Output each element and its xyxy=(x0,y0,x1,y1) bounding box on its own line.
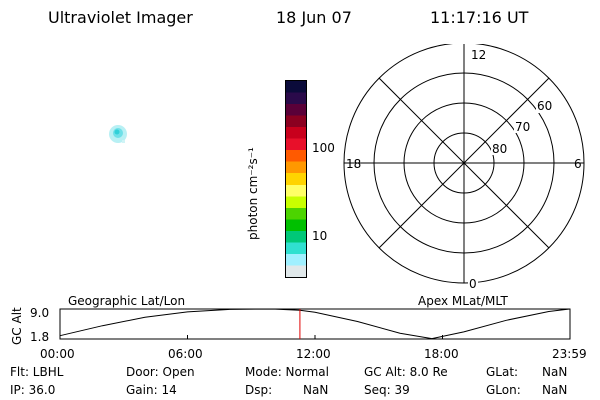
colorbar-label: photon cm⁻²s⁻¹ xyxy=(246,147,260,240)
info-dsp-value: NaN xyxy=(303,383,329,397)
timeline-xtick-2359: 23:59 xyxy=(552,347,587,361)
timeline-ytick-top: 9.0 xyxy=(30,306,50,320)
date-label: 18 Jun 07 xyxy=(276,8,352,27)
info-mode: Mode: Normal xyxy=(245,365,329,379)
timeline-xtick-0600: 06:00 xyxy=(168,347,203,361)
altitude-curve xyxy=(59,308,570,340)
info-filter: Flt: LBHL xyxy=(10,365,64,379)
mlt-label-0: 0 xyxy=(469,277,477,291)
mlt-label-12: 12 xyxy=(471,48,486,62)
info-glon-value: NaN xyxy=(542,383,568,397)
uv-image-panel xyxy=(109,125,127,143)
lat-label-70: 70 xyxy=(515,120,530,134)
timeline-left-title: Geographic Lat/Lon xyxy=(68,294,186,308)
polar-plot: 12 0 18 6 60 70 80 xyxy=(343,44,585,291)
colorbar xyxy=(285,80,307,278)
info-seq: Seq: 39 xyxy=(364,383,410,397)
info-dsp-label: Dsp: xyxy=(245,383,273,397)
info-gain: Gain: 14 xyxy=(126,383,177,397)
mlt-label-18: 18 xyxy=(346,157,361,171)
info-door: Door: Open xyxy=(126,365,195,379)
info-glat-value: NaN xyxy=(542,365,568,379)
timeline-xtick-1200: 12:00 xyxy=(296,347,331,361)
time-label: 11:17:16 UT xyxy=(430,8,529,27)
info-gc-alt: GC Alt: 8.0 Re xyxy=(364,365,448,379)
aurora-blob-core xyxy=(114,129,120,135)
lat-label-60: 60 xyxy=(537,99,552,113)
timeline-ytick-bottom: 1.8 xyxy=(30,330,50,344)
lat-label-80: 80 xyxy=(492,142,507,156)
timeline-right-title: Apex MLat/MLT xyxy=(418,294,508,308)
polar-diagonal-2 xyxy=(378,77,550,249)
timeline-xtick-1800: 18:00 xyxy=(424,347,459,361)
info-glat-label: GLat: xyxy=(486,365,519,379)
timeline-xtick-0000: 00:00 xyxy=(40,347,75,361)
instrument-title: Ultraviolet Imager xyxy=(48,8,193,27)
colorbar-tick-100: 100 xyxy=(312,141,335,155)
mlt-label-6: 6 xyxy=(574,157,582,171)
aurora-speck xyxy=(122,140,125,143)
info-ip: IP: 36.0 xyxy=(10,383,56,397)
colorbar-tick-10: 10 xyxy=(312,229,328,243)
info-glon-label: GLon: xyxy=(486,383,521,397)
timeline-plot xyxy=(59,308,571,340)
